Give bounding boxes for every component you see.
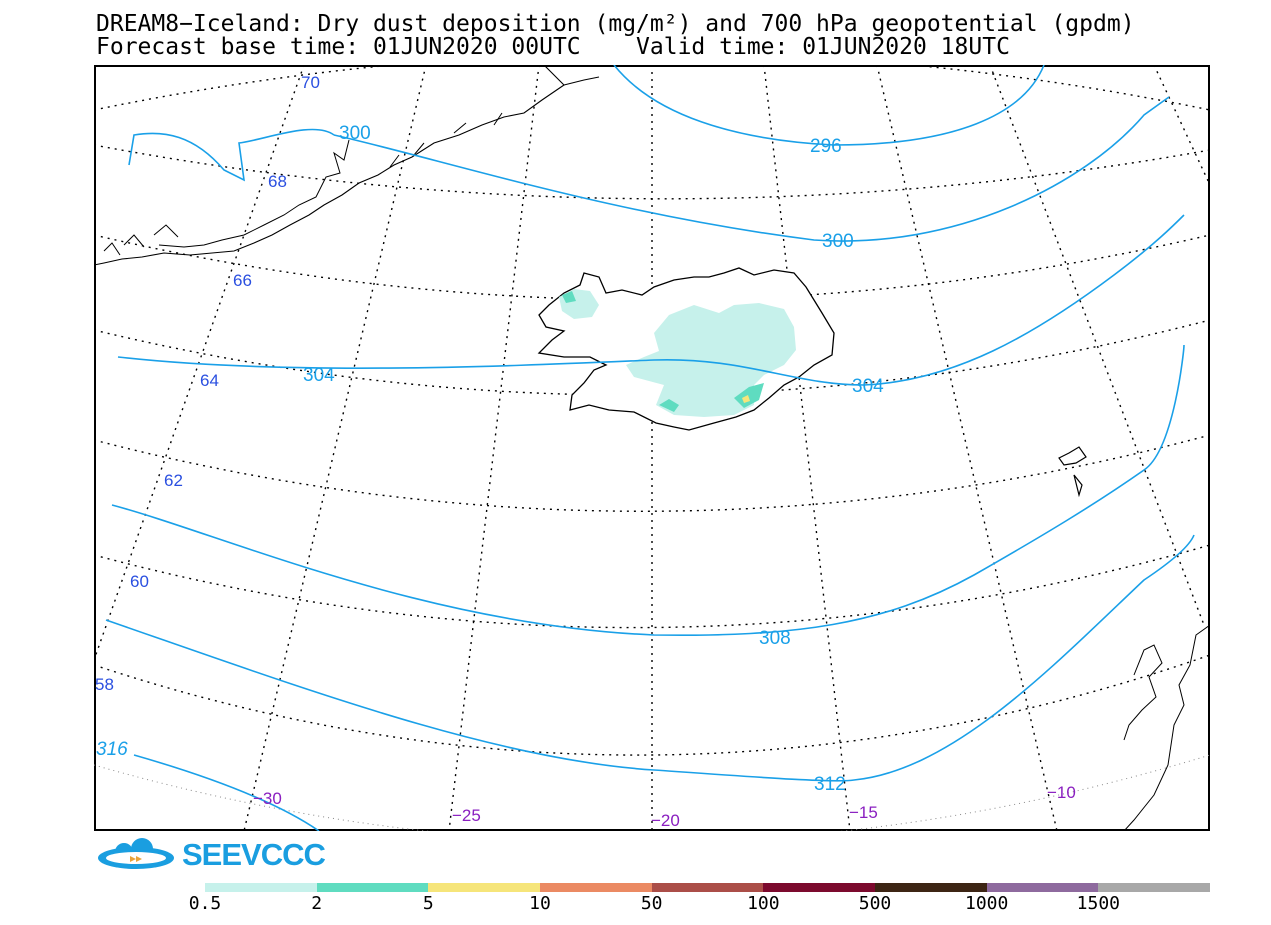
colorbar	[205, 883, 1211, 892]
geopotential-label: 300	[822, 231, 854, 252]
colorbar-segment	[540, 883, 652, 892]
geopotential-label: 308	[759, 628, 791, 649]
geopotential-labels: 296 300 300 304 304 308 312 316	[96, 123, 884, 795]
map-panel: 296 300 300 304 304 308 312 316 70 68 66…	[94, 65, 1210, 831]
colorbar-label: 500	[858, 893, 892, 914]
colorbar-segment	[763, 883, 876, 892]
seevccc-logo	[98, 838, 174, 869]
colorbar-label: 10	[529, 893, 551, 914]
colorbar-label: 100	[747, 893, 780, 914]
latitude-label: 66	[233, 271, 252, 290]
latitude-label: 60	[130, 572, 149, 591]
colorbar-label: 2	[311, 893, 323, 914]
geopotential-label: 304	[303, 365, 335, 386]
colorbar-label: 1500	[1076, 893, 1121, 914]
chart-title: DREAM8−Iceland: Dry dust deposition (mg/…	[96, 11, 1135, 37]
logo-text: SEEVCCC	[182, 837, 326, 872]
meridian-lines	[94, 65, 1210, 831]
colorbar-segment	[1098, 883, 1211, 892]
colorbar-segment	[986, 883, 1099, 892]
greenland-coast-detail	[103, 76, 600, 256]
latitude-label: 62	[164, 471, 183, 490]
chart-subtitle: Forecast base time: 01JUN2020 00UTC Vali…	[96, 34, 1010, 60]
colorbar-segment	[651, 883, 764, 892]
colorbar-labels: 0.5 2 5 10 50 100 500 1000 1500	[0, 893, 1271, 917]
parallel-lines	[94, 65, 1210, 756]
colorbar-label: 50	[640, 893, 663, 914]
longitude-label: −10	[1047, 783, 1076, 802]
latitude-label: 68	[268, 172, 287, 191]
geopotential-label: 304	[852, 376, 884, 397]
geopotential-label: 312	[814, 774, 846, 795]
colorbar-segment	[875, 883, 987, 892]
colorbar-label: 5	[422, 893, 434, 914]
longitude-label: −20	[651, 811, 680, 830]
colorbar-label: 1000	[964, 893, 1009, 914]
dust-deposition-area	[559, 289, 796, 417]
faroe-islands-coastline	[1058, 446, 1087, 498]
latitude-labels: 70 68 66 64 62 60 58	[95, 73, 320, 694]
latitude-label: 58	[95, 675, 114, 694]
longitude-label: −30	[253, 789, 282, 808]
geopotential-label: 300	[339, 123, 371, 144]
longitude-label: −15	[849, 803, 878, 822]
greenland-coastline	[94, 65, 565, 266]
norway-coastline	[1123, 624, 1210, 831]
latitude-label: 64	[200, 371, 219, 390]
longitude-labels: −30 −25 −20 −15 −10	[253, 783, 1076, 830]
cloud-icon	[98, 838, 174, 869]
colorbar-segment	[205, 883, 317, 892]
geopotential-contours	[105, 65, 1195, 831]
longitude-label: −25	[452, 806, 481, 825]
latitude-label: 70	[301, 73, 320, 92]
map-frame	[94, 65, 1210, 831]
geopotential-label: 296	[810, 136, 842, 157]
colorbar-label: 0.5	[188, 893, 222, 914]
colorbar-segment	[428, 883, 541, 892]
scotland-coastline	[1123, 644, 1163, 741]
geopotential-label: 316	[96, 739, 128, 760]
colorbar-segment	[316, 883, 429, 892]
